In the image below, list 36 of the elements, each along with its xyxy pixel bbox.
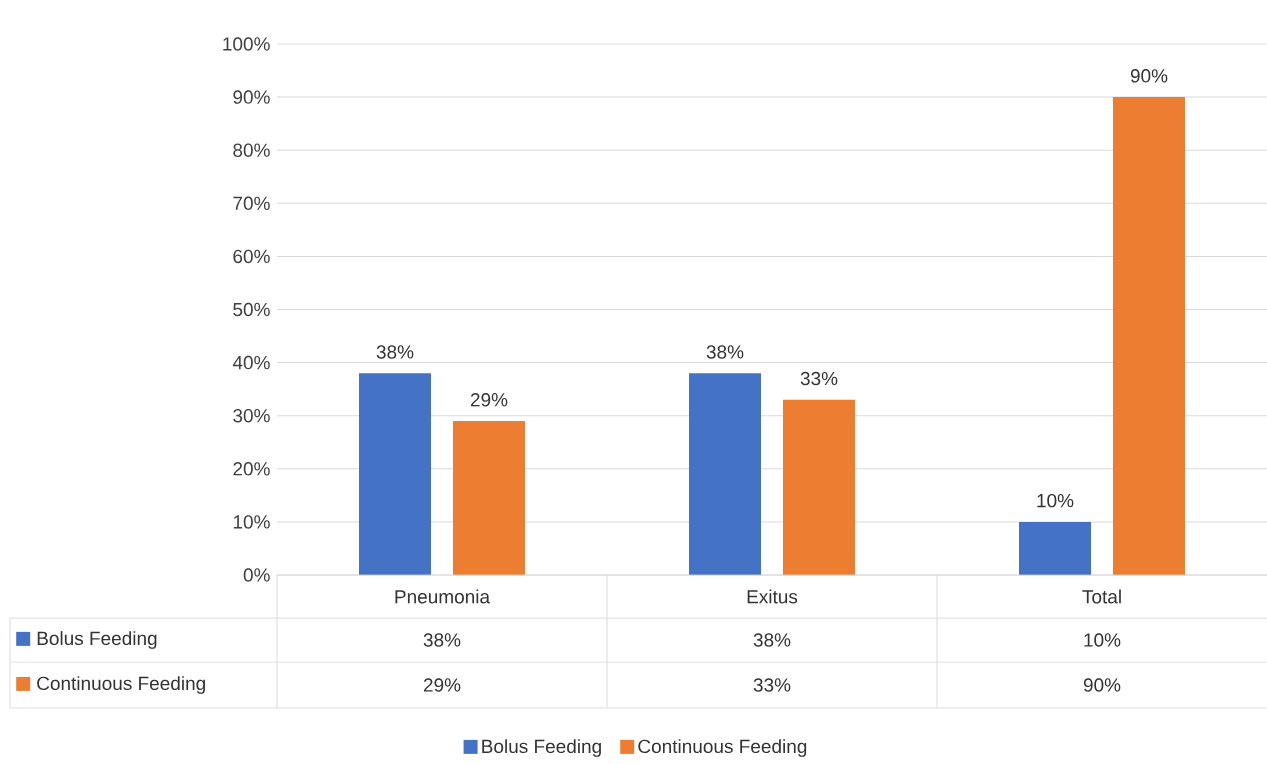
y-tick-label: 70% <box>233 196 270 211</box>
x-tick-label: Total <box>1082 589 1121 604</box>
y-tick-label: 90% <box>233 90 270 104</box>
data-label: 38% <box>753 633 791 647</box>
data-label: 10% <box>1084 633 1121 647</box>
bar <box>1019 521 1092 575</box>
legend-label: Bolus Feeding <box>482 739 601 757</box>
text: Bolus Feeding <box>37 631 157 649</box>
text: 90% <box>1130 69 1168 83</box>
bar <box>453 421 525 575</box>
bar <box>783 399 855 575</box>
text: 29% <box>470 393 508 407</box>
data-label: 33% <box>753 678 791 692</box>
y-tick-label: 30% <box>233 408 270 423</box>
bar <box>359 373 431 575</box>
y-tick-label: 50% <box>233 302 270 317</box>
x-tick-label: Pneumonia <box>395 589 491 604</box>
y-tick-label: 20% <box>233 462 270 476</box>
data-label: 90% <box>1083 678 1121 692</box>
text: 33% <box>800 371 838 386</box>
y-tick-label: 80% <box>233 143 270 157</box>
y-tick-label: 100% <box>223 37 270 51</box>
text: 10% <box>1037 493 1074 508</box>
data-label: 29% <box>423 678 461 692</box>
y-tick-label: 0% <box>243 568 270 582</box>
bar <box>1113 97 1185 575</box>
legend-label: Continuous Feeding <box>638 739 807 757</box>
text: Continuous Feeding <box>37 676 205 694</box>
y-tick-label: 60% <box>233 249 270 264</box>
bar <box>689 373 761 575</box>
text: 38% <box>376 345 414 359</box>
y-tick-label: 40% <box>232 355 270 370</box>
x-tick-label: Exitus <box>747 589 798 604</box>
data-label: 38% <box>423 633 461 647</box>
text: 38% <box>706 345 744 359</box>
y-tick-label: 10% <box>233 515 270 529</box>
